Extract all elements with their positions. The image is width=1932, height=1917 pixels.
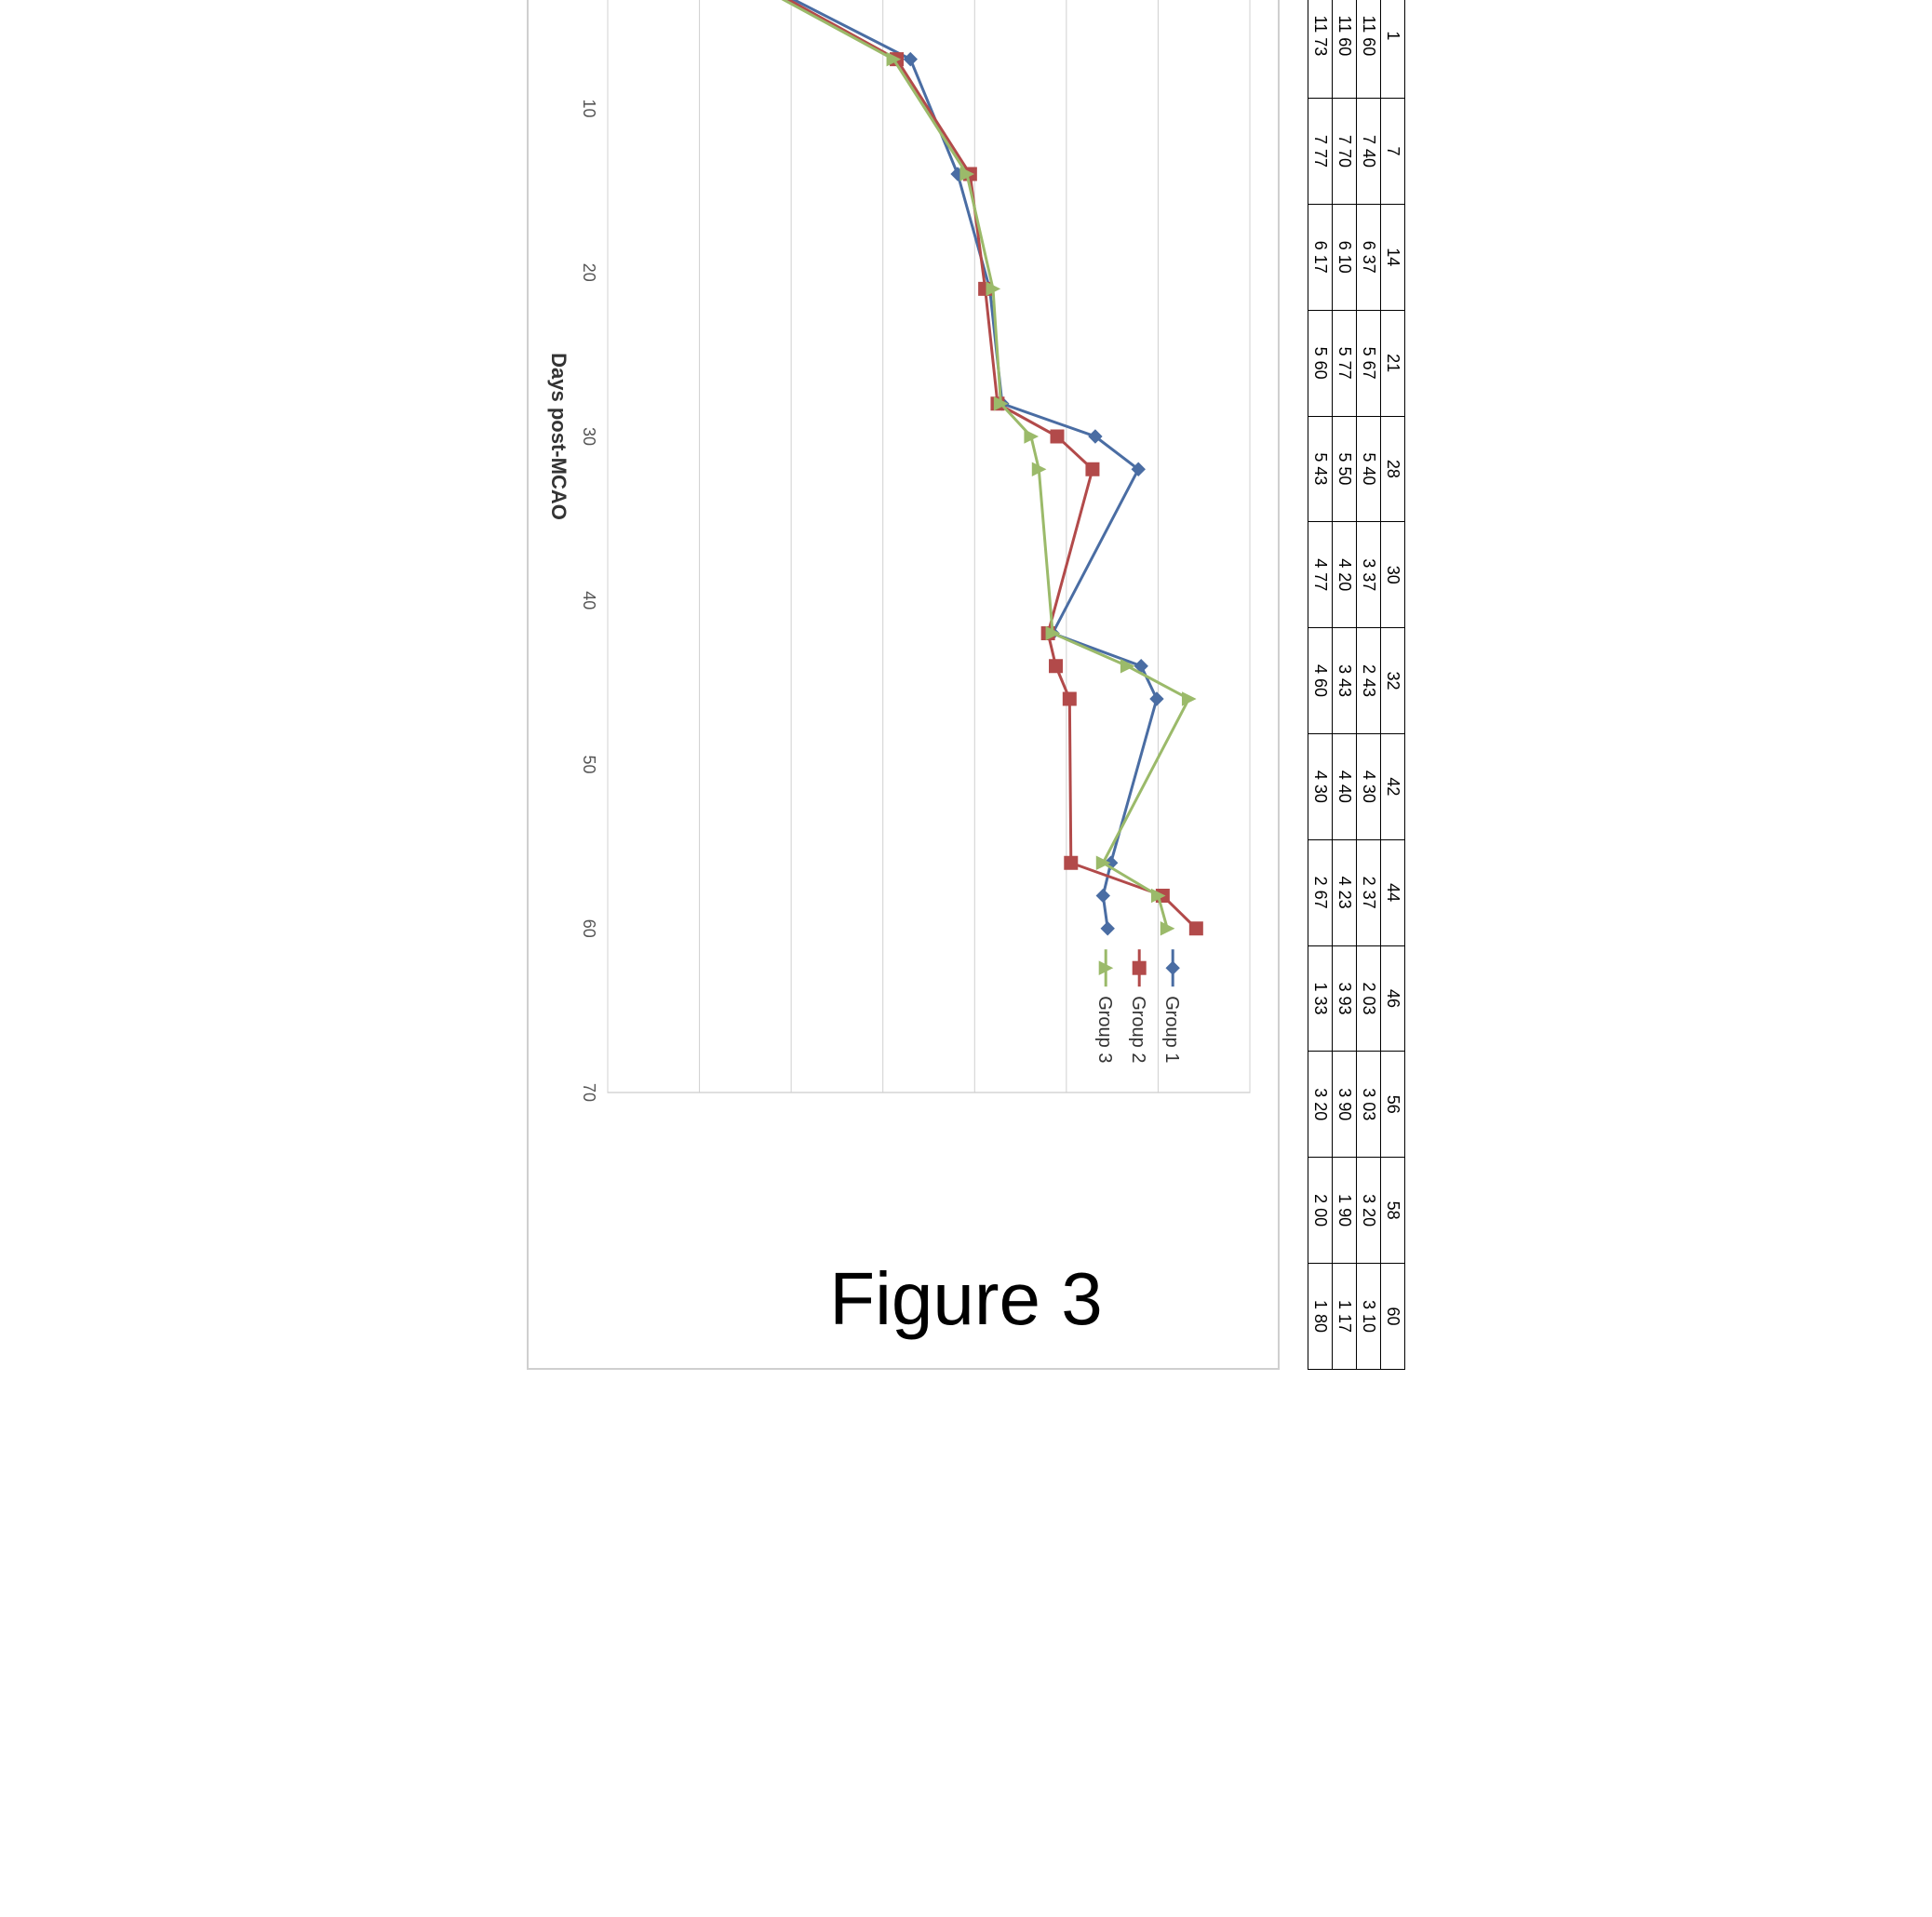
- x-tick-label: 50: [580, 755, 598, 773]
- cell: 3 20: [1357, 1158, 1381, 1264]
- cell: 3 43: [1333, 628, 1357, 734]
- x-tick-label: 70: [580, 1083, 598, 1102]
- marker-square: [1133, 961, 1146, 974]
- x-tick-label: 30: [580, 427, 598, 446]
- table-row: Group 10 0011 607 406 375 675 403 372 43…: [1357, 0, 1381, 1370]
- x-tick-label: 40: [580, 591, 598, 610]
- cell: 6 10: [1333, 204, 1357, 310]
- table-col-header: 30: [1381, 522, 1405, 628]
- table-col-header: 7: [1381, 99, 1405, 205]
- table-row: Group 30 0011 737 776 175 605 434 774 60…: [1308, 0, 1333, 1370]
- cell: 4 23: [1333, 839, 1357, 945]
- cell: 3 93: [1333, 945, 1357, 1052]
- cell: 4 77: [1308, 522, 1333, 628]
- cell: 3 03: [1357, 1052, 1381, 1158]
- cell: 5 40: [1357, 416, 1381, 522]
- table-col-header: 58: [1381, 1158, 1405, 1264]
- table-col-header: 21: [1381, 310, 1405, 416]
- legend-label: Group 2: [1128, 996, 1148, 1063]
- cell: 3 90: [1333, 1052, 1357, 1158]
- cell: 11 60: [1333, 0, 1357, 99]
- cell: 2 37: [1357, 839, 1381, 945]
- x-tick-label: 60: [580, 919, 598, 938]
- table-col-header: 1: [1381, 0, 1405, 99]
- legend-label: Group 3: [1094, 996, 1115, 1063]
- marker-square: [1050, 660, 1063, 673]
- table-col-header: 56: [1381, 1052, 1405, 1158]
- cell: 1 33: [1308, 945, 1333, 1052]
- legend-label: Group 1: [1161, 996, 1182, 1063]
- cell: 1 90: [1333, 1158, 1357, 1264]
- cell: 6 37: [1357, 204, 1381, 310]
- marker-square: [1065, 856, 1078, 869]
- x-tick-label: 20: [580, 263, 598, 282]
- cell: 5 77: [1333, 310, 1357, 416]
- table-col-header: 46: [1381, 945, 1405, 1052]
- plot-area: [608, 0, 1250, 1093]
- table-row: Group 20 0011 607 706 105 775 504 203 43…: [1333, 0, 1357, 1370]
- cell: 4 40: [1333, 733, 1357, 839]
- marker-square: [1051, 430, 1064, 443]
- cell: 6 17: [1308, 204, 1333, 310]
- cell: 11 73: [1308, 0, 1333, 99]
- table-col-header: 28: [1381, 416, 1405, 522]
- cell: 2 00: [1308, 1158, 1333, 1264]
- table-col-header: 14: [1381, 204, 1405, 310]
- cell: 5 67: [1357, 310, 1381, 416]
- x-tick-label: 10: [580, 99, 598, 117]
- cell: 7 77: [1308, 99, 1333, 205]
- cell: 4 30: [1308, 733, 1333, 839]
- marker-square: [1086, 462, 1099, 476]
- marker-square: [1189, 922, 1202, 935]
- figure-caption: Figure 3: [0, 1256, 1932, 1342]
- behavioral-score-chart: 02468101214-10010203040506070Days post-M…: [533, 0, 1278, 1353]
- cell: 2 03: [1357, 945, 1381, 1052]
- cell: 5 50: [1333, 416, 1357, 522]
- table-col-header: 32: [1381, 628, 1405, 734]
- cell: 3 20: [1308, 1052, 1333, 1158]
- cell: 4 30: [1357, 733, 1381, 839]
- table-col-header: 42: [1381, 733, 1405, 839]
- cell: 4 20: [1333, 522, 1357, 628]
- cell: 2 43: [1357, 628, 1381, 734]
- marker-square: [1063, 692, 1076, 705]
- chart-container: 02468101214-10010203040506070Days post-M…: [527, 0, 1280, 1370]
- cell: 7 40: [1357, 99, 1381, 205]
- cell: 4 60: [1308, 628, 1333, 734]
- cell: 5 60: [1308, 310, 1333, 416]
- cell: 2 67: [1308, 839, 1333, 945]
- cell: 7 70: [1333, 99, 1357, 205]
- data-table: -1171421283032424446565860Group 10 0011 …: [1308, 0, 1405, 1370]
- x-axis-label: Days post-MCAO: [547, 353, 570, 520]
- cell: 3 37: [1357, 522, 1381, 628]
- cell: 5 43: [1308, 416, 1333, 522]
- table-col-header: 44: [1381, 839, 1405, 945]
- cell: 11 60: [1357, 0, 1381, 99]
